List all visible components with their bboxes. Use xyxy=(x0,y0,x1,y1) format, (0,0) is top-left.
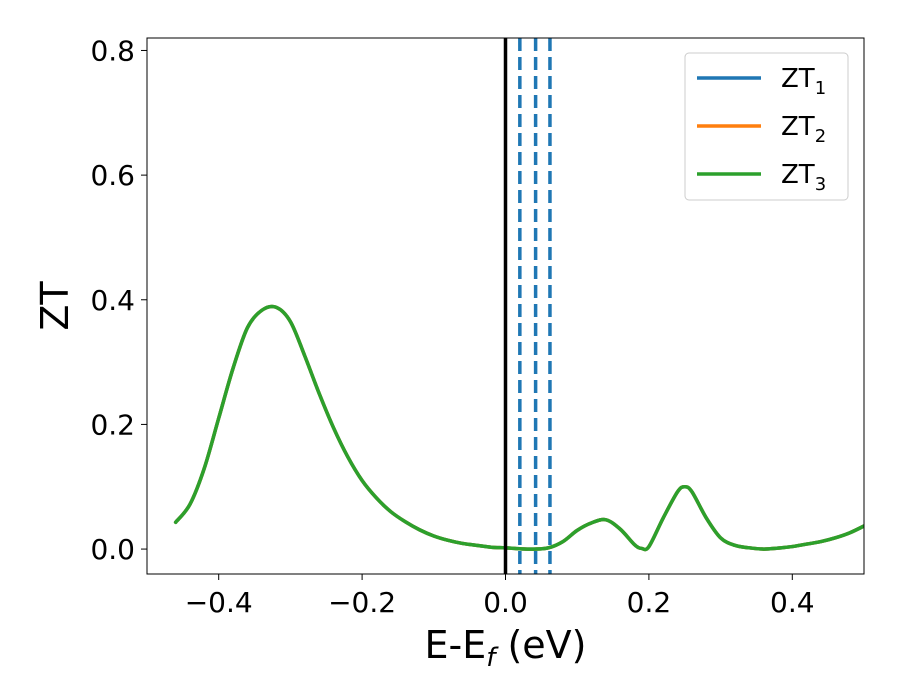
x-axis-label-main: E-E xyxy=(425,623,487,667)
x-tick-label: 0.0 xyxy=(483,586,528,619)
legend-label-zt2: ZT2 xyxy=(781,112,826,147)
y-tick-label: 0.0 xyxy=(90,533,135,566)
x-axis-ticks: −0.4 −0.2 0.0 0.2 0.4 xyxy=(185,574,815,619)
y-tick-label: 0.2 xyxy=(90,408,135,441)
x-axis-label-suffix: (eV) xyxy=(495,623,586,667)
legend-box xyxy=(684,52,849,201)
series-line-zt3 xyxy=(173,304,864,552)
series-layer xyxy=(173,304,864,552)
y-tick-label: 0.4 xyxy=(90,284,135,317)
vertical-lines xyxy=(503,38,552,574)
y-tick-label: 0.6 xyxy=(90,159,135,192)
y-tick-label: 0.8 xyxy=(90,34,135,67)
x-tick-label: −0.4 xyxy=(185,586,253,619)
legend-label-zt1: ZT1 xyxy=(781,64,826,99)
y-axis-ticks: 0.0 0.2 0.4 0.6 0.8 xyxy=(90,34,147,566)
x-tick-label: 0.4 xyxy=(770,586,815,619)
x-axis-label: E-Ef (eV) xyxy=(425,623,587,673)
legend: ZT1 ZT2 ZT3 xyxy=(684,52,849,201)
y-axis-label: ZT xyxy=(33,281,77,331)
legend-label-zt3: ZT3 xyxy=(781,160,826,195)
x-tick-label: −0.2 xyxy=(328,586,396,619)
x-tick-label: 0.2 xyxy=(627,586,672,619)
